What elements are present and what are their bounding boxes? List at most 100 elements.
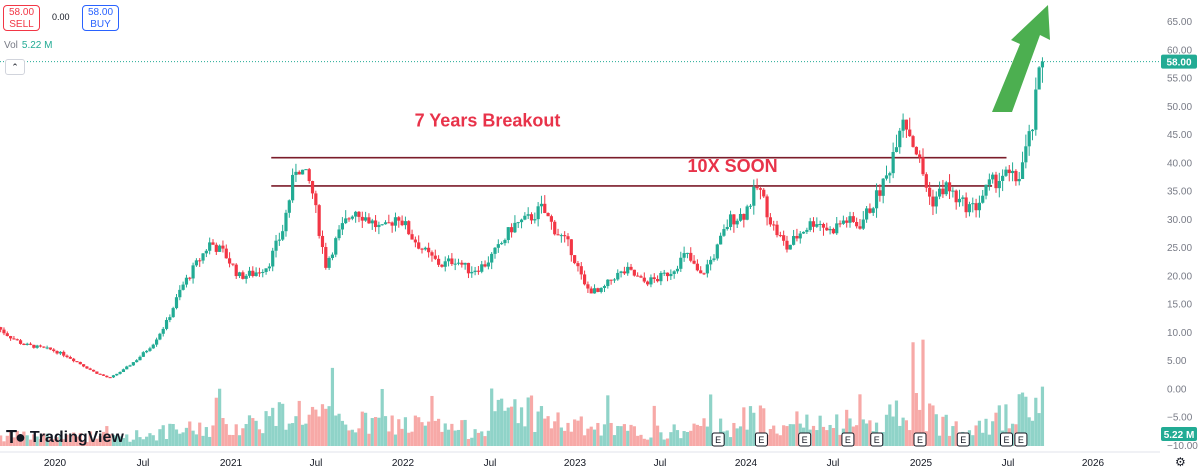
candle-body (463, 262, 467, 265)
candle-body (437, 258, 441, 265)
candle-body (171, 308, 175, 318)
candle-body (669, 273, 673, 277)
candle-body (486, 262, 490, 267)
candle-body (987, 179, 991, 185)
candle-body (274, 240, 278, 251)
candle-body (795, 235, 799, 239)
last-price-tag-label: 58.00 (1166, 58, 1191, 69)
candle-body (745, 206, 749, 220)
volume-bar (805, 414, 809, 446)
volume-bar (128, 441, 132, 446)
candle-body (194, 260, 199, 266)
volume-bar (344, 424, 348, 446)
volume-bar (589, 426, 593, 446)
candle-body (380, 224, 384, 226)
candle-body (924, 174, 928, 188)
up-arrow-icon (992, 5, 1050, 112)
volume-bar (954, 421, 958, 446)
candle-body (566, 236, 570, 240)
candle-body (261, 271, 265, 273)
volume-bar (267, 416, 271, 446)
candle-body (145, 350, 149, 353)
volume-bar (868, 420, 872, 446)
volume-bar (864, 423, 869, 446)
candle-body (536, 206, 540, 220)
candlesticks (0, 57, 1045, 379)
candle-body (373, 220, 378, 228)
candle-body (851, 216, 855, 222)
candle-body (891, 152, 895, 174)
candle-body (221, 245, 225, 249)
volume-bar (728, 437, 733, 446)
y-tick-label: 0.00 (1167, 384, 1187, 395)
candle-body (546, 213, 550, 217)
volume-bar (977, 420, 982, 446)
collapse-legend-button[interactable]: ⌃ (5, 59, 25, 75)
candle-body (198, 260, 202, 262)
candle-body (138, 356, 142, 361)
volume-bar (251, 418, 255, 446)
volume-bar (811, 425, 816, 446)
volume-bar (665, 438, 670, 446)
y-tick-label: 25.00 (1167, 243, 1192, 254)
earnings-marker-label: E (802, 435, 808, 445)
volume-bar (815, 430, 819, 446)
volume-bar (48, 438, 53, 446)
volume-bar (271, 407, 275, 446)
volume-bar (141, 439, 145, 446)
candle-body (801, 231, 806, 234)
volume-bar (101, 431, 106, 446)
volume-bar (825, 430, 829, 446)
volume-bar (904, 420, 909, 446)
settings-gear-icon[interactable]: ⚙ (1175, 455, 1186, 469)
candle-body (0, 327, 3, 330)
volume-bar (463, 419, 467, 446)
buy-button[interactable]: 58.00 BUY (82, 5, 119, 31)
candle-body (981, 195, 985, 203)
candle-body (500, 243, 504, 245)
volume-bar (28, 439, 33, 446)
volume-legend[interactable]: Vol 5.22 M (4, 40, 52, 51)
candle-body (81, 364, 86, 367)
volume-bar (297, 400, 301, 446)
candle-body (148, 348, 152, 351)
candle-body (805, 229, 809, 232)
candle-body (237, 272, 242, 277)
x-tick-label: Jul (1002, 458, 1015, 469)
volume-bar (642, 438, 646, 446)
candle-body (281, 231, 285, 240)
volume-bar (383, 416, 388, 446)
volume-bar (947, 435, 952, 446)
earnings-marker (754, 432, 768, 447)
volume-bar (224, 424, 228, 446)
volume-bar (108, 434, 112, 446)
volume-bar (88, 431, 92, 446)
volume-bar (1030, 420, 1035, 446)
tradingview-logo[interactable]: T● TradingView (6, 427, 124, 448)
candle-body (1027, 131, 1031, 147)
candle-body (131, 362, 135, 366)
volume-bar (891, 416, 895, 446)
volume-bar (732, 422, 736, 446)
candle-body (947, 182, 952, 192)
candle-body (632, 269, 636, 276)
candle-body (894, 147, 899, 153)
candle-body (719, 235, 723, 245)
candle-body (360, 216, 364, 221)
sell-price: 58.00 (8, 7, 35, 18)
volume-bar (599, 435, 603, 446)
candle-body (231, 263, 235, 265)
volume-bar (460, 420, 464, 446)
volume-bar (513, 399, 517, 446)
volume-bar (699, 425, 703, 446)
candle-body (553, 221, 557, 235)
candle-body (991, 174, 995, 180)
candle-body (612, 279, 617, 281)
candle-body (320, 235, 325, 248)
volume-bar (25, 435, 29, 446)
candle-body (440, 264, 444, 267)
sell-label: SELL (9, 19, 34, 30)
sell-button[interactable]: 58.00 SELL (3, 5, 40, 31)
candle-body (314, 193, 318, 206)
